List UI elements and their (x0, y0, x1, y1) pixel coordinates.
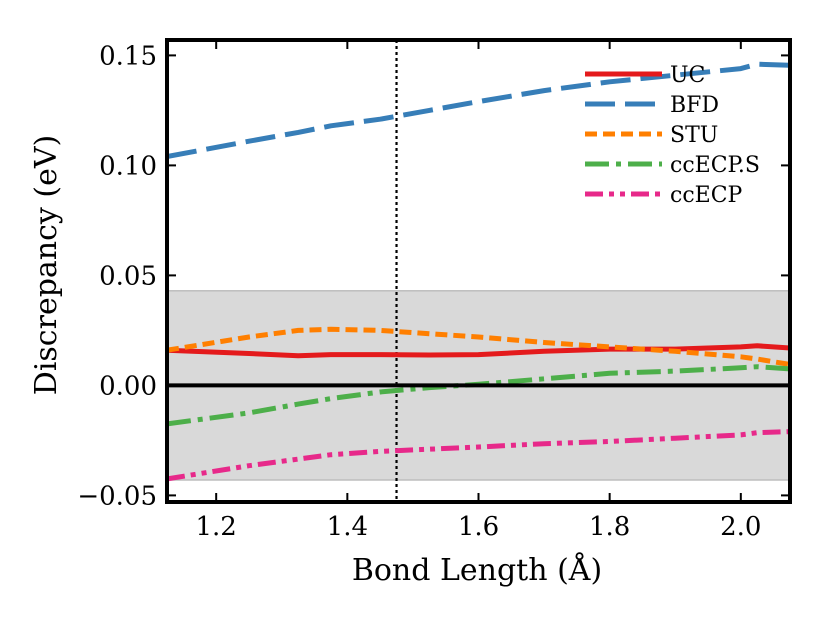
axes: 1.2 1.4 1.6 1.8 2.0 −0.05 0.00 0.05 0.10 0.15 (77, 38, 792, 542)
series-line-bfd (167, 61, 790, 160)
y-tick-label: 0.10 (99, 151, 157, 181)
y-tick-label: 0.00 (99, 371, 157, 401)
legend: UC BFD STU ccECP.S ccECP (585, 63, 760, 208)
x-tick-label: 1.8 (589, 512, 630, 542)
x-axis-title: Bond Length (Å) (352, 552, 602, 588)
series-line-uc (167, 343, 790, 359)
legend-label-bfd: BFD (670, 93, 719, 118)
x-tick-label: 1.2 (196, 512, 237, 542)
series-line-ccecp (167, 429, 790, 482)
legend-label-ccecp: ccECP (670, 183, 743, 208)
legend-label-stu: STU (670, 123, 718, 148)
x-tick-label: 1.4 (327, 512, 368, 542)
plot-area (166, 40, 791, 502)
x-tick-label: 2.0 (720, 512, 761, 542)
y-tick-label: 0.15 (99, 41, 157, 71)
legend-label-ccecp-s: ccECP.S (670, 153, 760, 178)
y-tick-label: 0.05 (99, 261, 157, 291)
x-tick-label: 1.6 (458, 512, 499, 542)
legend-label-uc: UC (670, 63, 705, 88)
y-tick-label: −0.05 (77, 481, 157, 511)
series-line-stu (167, 326, 790, 367)
y-axis-title: Discrepancy (eV) (29, 135, 64, 395)
